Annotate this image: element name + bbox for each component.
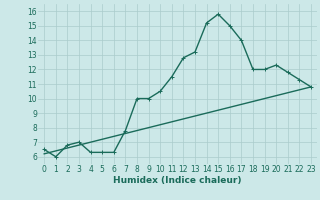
X-axis label: Humidex (Indice chaleur): Humidex (Indice chaleur) xyxy=(113,176,242,185)
